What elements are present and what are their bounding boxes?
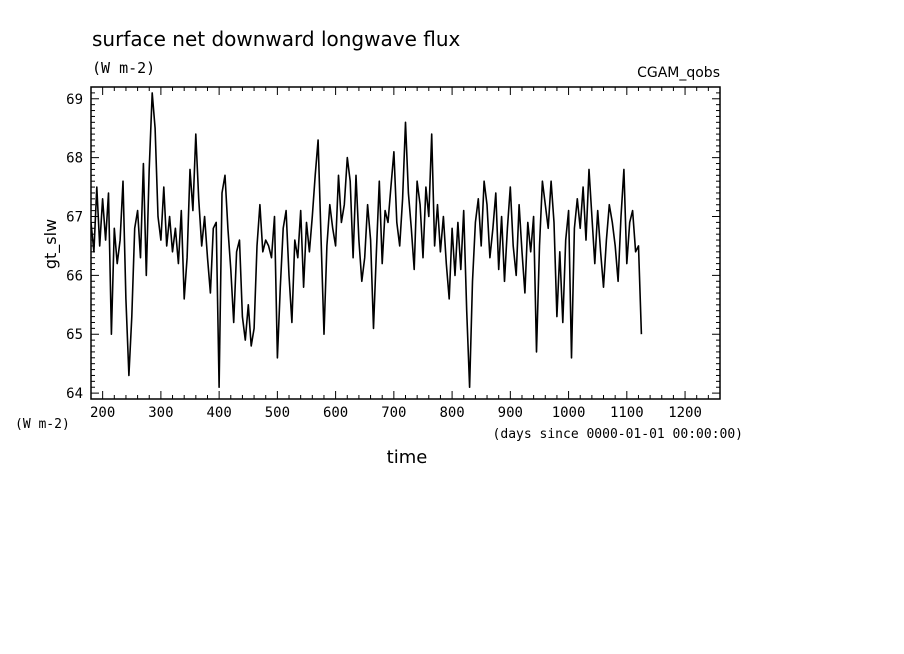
x-tick-label: 900 <box>498 405 523 421</box>
y-tick-label: 68 <box>66 151 83 167</box>
plot-frame <box>90 86 721 400</box>
x-tick-label: 600 <box>323 405 348 421</box>
x-axis-label: time <box>387 447 428 468</box>
y-tick-label: 66 <box>66 268 83 284</box>
chart-title: surface net downward longwave flux <box>92 27 461 51</box>
x-tick-label: 1000 <box>552 405 586 421</box>
x-tick-label: 800 <box>439 405 464 421</box>
chart-units: (W m-2) <box>92 59 155 77</box>
x-ticks: 200 300 400 500 600 700 800 900 1000 1100 1200 <box>90 87 721 421</box>
x-tick-label: 400 <box>206 405 231 421</box>
x-tick-label: 300 <box>148 405 173 421</box>
x-tick-label: 1100 <box>610 405 644 421</box>
y-tick-label: 69 <box>66 92 83 108</box>
y-units-label: (W m-2) <box>15 417 70 432</box>
x-tick-label: 1200 <box>668 405 702 421</box>
x-tick-label: 500 <box>265 405 290 421</box>
series-line <box>91 92 643 388</box>
y-axis-label: gt_slw <box>41 219 61 269</box>
x-tick-label: 200 <box>90 405 115 421</box>
y-ticks: 64 65 66 67 68 69 <box>66 86 720 402</box>
y-tick-label: 67 <box>66 210 83 226</box>
y-tick-label: 65 <box>66 327 83 343</box>
dataset-label: CGAM_qobs <box>637 65 720 81</box>
y-tick-label: 64 <box>66 386 83 402</box>
x-tick-label: 700 <box>381 405 406 421</box>
x-units-label: (days since 0000-01-01 00:00:00) <box>493 427 743 442</box>
